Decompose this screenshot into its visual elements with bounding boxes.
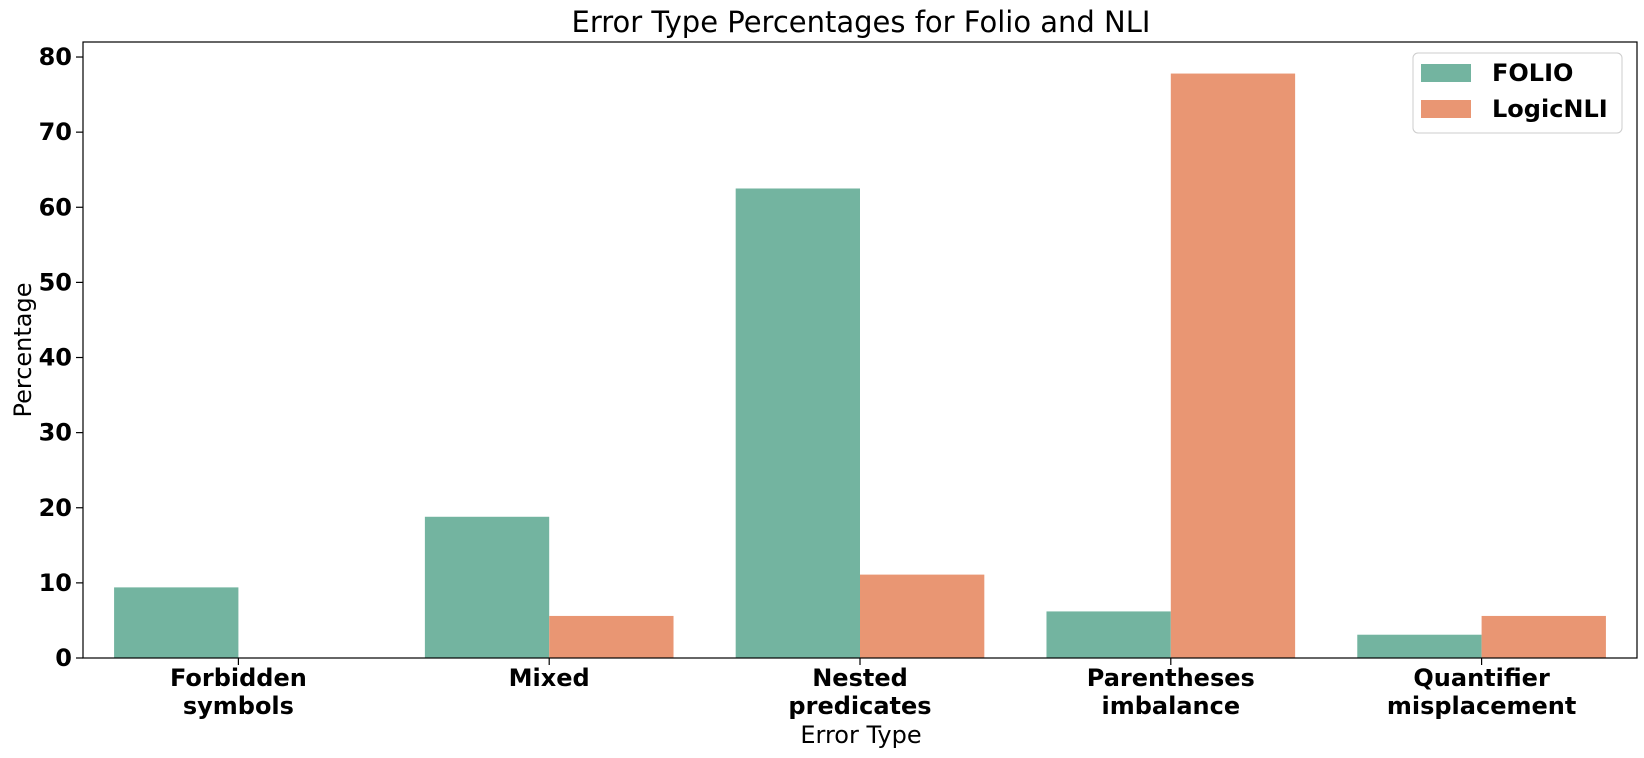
legend: FOLIO LogicNLI — [1412, 52, 1623, 134]
bar-logicnli-2 — [860, 574, 985, 658]
bar-logicnli-4 — [1481, 615, 1606, 658]
x-tick-label: Quantifier — [1413, 664, 1550, 692]
y-tick-label: 40 — [39, 344, 72, 372]
bar-folio-4 — [1357, 634, 1482, 658]
x-tick-label: Mixed — [509, 664, 590, 692]
y-tick-label: 50 — [39, 268, 72, 296]
y-tick-label: 30 — [39, 419, 72, 447]
y-tick-label: 60 — [39, 193, 72, 221]
plot-frame — [82, 41, 1638, 659]
legend-swatch-folio — [1421, 64, 1471, 82]
bar-logicnli-1 — [549, 615, 674, 658]
x-tick-label: imbalance — [1101, 692, 1240, 720]
legend-label-folio: FOLIO — [1492, 59, 1573, 87]
y-tick-label: 80 — [39, 43, 72, 71]
x-tick-label: Nested — [812, 664, 908, 692]
x-tick-label: predicates — [788, 692, 931, 720]
y-tick-label: 10 — [39, 569, 72, 597]
legend-swatch-logicnli — [1421, 100, 1471, 118]
x-axis-label: Error Type — [800, 721, 921, 749]
y-tick-label: 20 — [39, 494, 72, 522]
bar-folio-3 — [1046, 611, 1171, 658]
chart-title: Error Type Percentages for Folio and NLI — [572, 5, 1151, 39]
legend-label-logicnli: LogicNLI — [1492, 95, 1608, 123]
bar-folio-1 — [424, 516, 550, 658]
y-tick-label: 0 — [55, 644, 72, 672]
bars-group — [114, 73, 1606, 659]
y-tick-label: 70 — [39, 118, 72, 146]
x-tick-label: Forbidden — [170, 664, 307, 692]
bar-folio-2 — [735, 188, 860, 659]
x-tick-label: Parentheses — [1087, 664, 1255, 692]
bar-folio-0 — [114, 587, 239, 658]
y-axis: 0 10 20 30 40 50 60 70 80 — [39, 43, 83, 672]
x-tick-label: symbols — [183, 692, 294, 720]
x-tick-label: misplacement — [1387, 692, 1576, 720]
y-axis-label: Percentage — [9, 282, 37, 417]
bar-logicnli-3 — [1170, 73, 1296, 659]
